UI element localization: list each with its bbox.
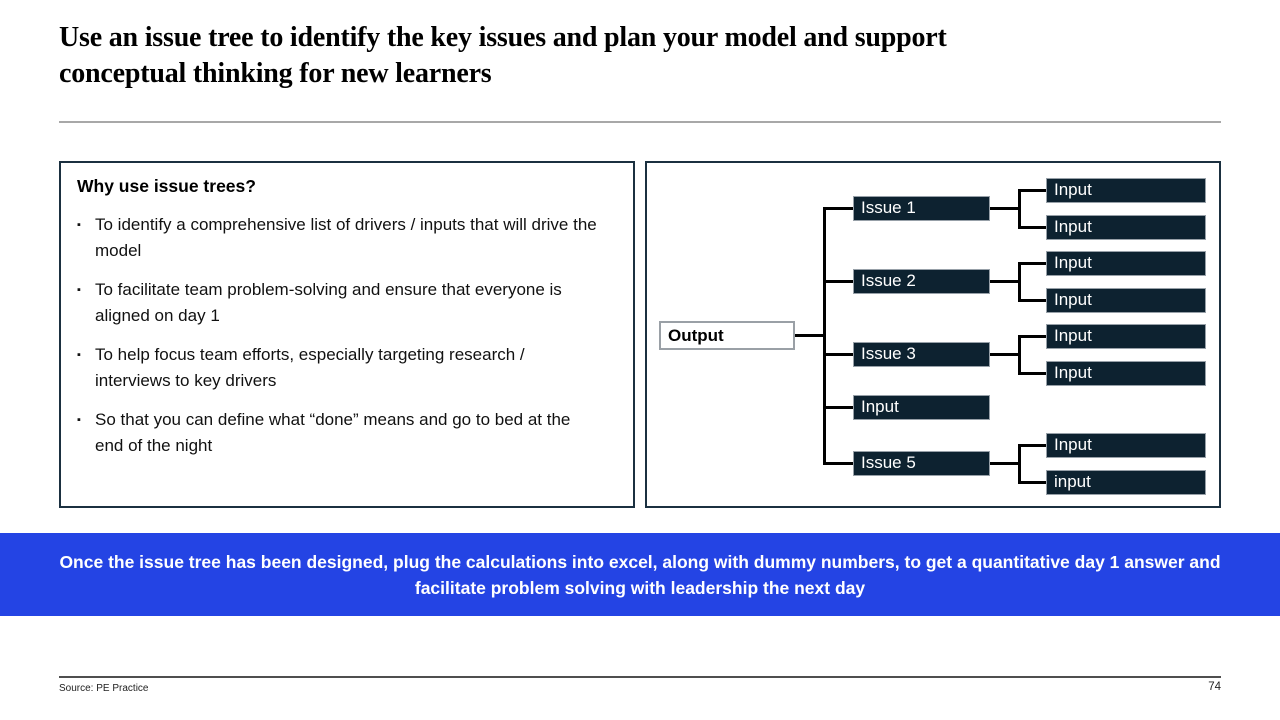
connector-line <box>990 462 1021 465</box>
issue-box: Issue 1 <box>853 196 990 221</box>
input-box: Input <box>853 395 990 420</box>
input-box: Input <box>1046 250 1206 276</box>
source-note: Source: PE Practice <box>59 683 149 694</box>
connector-line <box>1021 298 1046 302</box>
issue-box: Issue 3 <box>853 342 990 367</box>
slide-title: Use an issue tree to identify the key is… <box>59 22 947 89</box>
bullet-text: To identify a comprehensive list of driv… <box>95 215 597 260</box>
connector-line <box>1021 443 1046 447</box>
connector-line <box>1018 443 1021 484</box>
input-box: Input <box>1046 177 1206 203</box>
bullet-item: ▪ To help focus team efforts, especially … <box>77 342 600 394</box>
input-box: input <box>1046 469 1206 495</box>
connector-line <box>826 406 853 409</box>
title-divider <box>59 121 1221 123</box>
bullet-square-icon: ▪ <box>77 349 81 361</box>
input-box: Input <box>1046 323 1206 349</box>
bullet-item: ▪ To identify a comprehensive list of dri… <box>77 212 600 264</box>
bullet-text: So that you can define what “done” means… <box>95 410 571 455</box>
connector-line <box>1021 480 1046 484</box>
bullet-square-icon: ▪ <box>77 414 81 426</box>
issue-box: Issue 2 <box>853 269 990 294</box>
connector-line <box>1021 334 1046 338</box>
connector-line <box>990 353 1021 356</box>
page-number: 74 <box>1208 681 1221 693</box>
input-box: Input <box>1046 432 1206 458</box>
takeaway-banner: Once the issue tree has been designed, p… <box>0 533 1280 616</box>
input-box: Input <box>1046 360 1206 386</box>
connector-line <box>826 207 853 210</box>
bullet-item: ▪ To facilitate team problem-solving and … <box>77 277 600 329</box>
connector-line <box>1021 188 1046 192</box>
footer-divider <box>59 676 1221 678</box>
connector-line <box>1021 225 1046 229</box>
connector-line <box>990 207 1021 210</box>
connector-line <box>1021 261 1046 265</box>
bullet-text: To help focus team efforts, especially t… <box>95 345 525 390</box>
issue-box: Issue 5 <box>853 451 990 476</box>
why-panel-heading: Why use issue trees? <box>77 176 256 196</box>
connector-line <box>1018 188 1021 229</box>
connector-line <box>1018 334 1021 375</box>
connector-line <box>826 462 853 465</box>
connector-line <box>1018 261 1021 302</box>
input-box: Input <box>1046 214 1206 240</box>
why-bullet-list: ▪ To identify a comprehensive list of dri… <box>77 212 600 459</box>
connector-line <box>795 334 826 337</box>
connector-line <box>990 280 1021 283</box>
output-box: Output <box>659 321 795 350</box>
bullet-square-icon: ▪ <box>77 284 81 296</box>
input-box: Input <box>1046 287 1206 313</box>
issue-tree-panel: Output Issue 1 Input Input Issue 2 Input Inpu… <box>645 161 1221 508</box>
takeaway-text: Once the issue tree has been designed, p… <box>59 551 1221 598</box>
bullet-item: ▪ So that you can define what “done” mean… <box>77 407 600 459</box>
bullet-square-icon: ▪ <box>77 219 81 231</box>
bullet-text: To facilitate team problem-solving and e… <box>95 280 562 325</box>
connector-line <box>1021 371 1046 375</box>
why-panel: Why use issue trees? ▪ To identify a comp… <box>59 161 635 508</box>
connector-line <box>826 280 853 283</box>
connector-line <box>826 353 853 356</box>
